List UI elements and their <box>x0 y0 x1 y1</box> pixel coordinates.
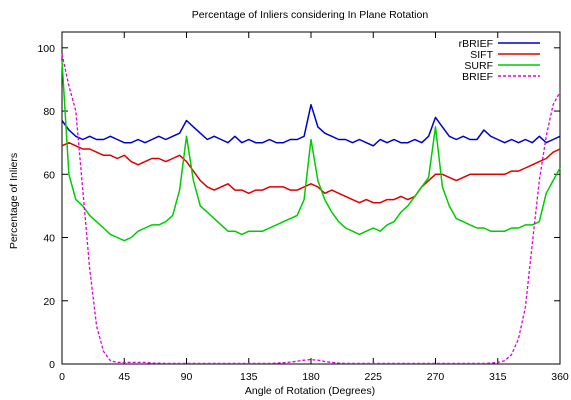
x-tick-label: 225 <box>364 371 382 383</box>
x-tick-label: 0 <box>59 371 65 383</box>
chart-title: Percentage of Inliers considering In Pla… <box>192 9 429 21</box>
legend-label: BRIEF <box>462 71 493 83</box>
legend-label: SURF <box>464 60 493 72</box>
plot-area: 0 20 40 60 80 100 0 45 90 135 180 225 270 315 360 <box>37 31 569 383</box>
y-tick-label: 20 <box>43 296 55 308</box>
y-tick-label: 0 <box>49 359 55 371</box>
y-tick-label: 80 <box>43 106 55 118</box>
y-tick-label: 60 <box>43 169 55 181</box>
x-tick-label: 270 <box>427 371 445 383</box>
series-line-sift <box>61 141 561 204</box>
x-tick-label: 315 <box>489 371 507 383</box>
x-axis-label: Angle of Rotation (Degrees) <box>245 385 375 397</box>
x-tick-label: 180 <box>302 371 320 383</box>
y-axis-label: Percentage of Inliers <box>8 153 20 249</box>
series-line-surf <box>61 60 561 242</box>
x-tick-label: 45 <box>118 371 130 383</box>
x-tick-label: 135 <box>240 371 258 383</box>
legend-label: SIFT <box>470 49 493 61</box>
series-line-brief <box>61 53 561 365</box>
x-tick-label: 90 <box>181 371 193 383</box>
y-tick-label: 40 <box>43 233 55 245</box>
legend-label: rBRIEF <box>459 38 493 50</box>
series-line-rbrief <box>61 103 561 147</box>
x-tick-label: 360 <box>551 371 569 383</box>
y-tick-label: 100 <box>37 43 55 55</box>
